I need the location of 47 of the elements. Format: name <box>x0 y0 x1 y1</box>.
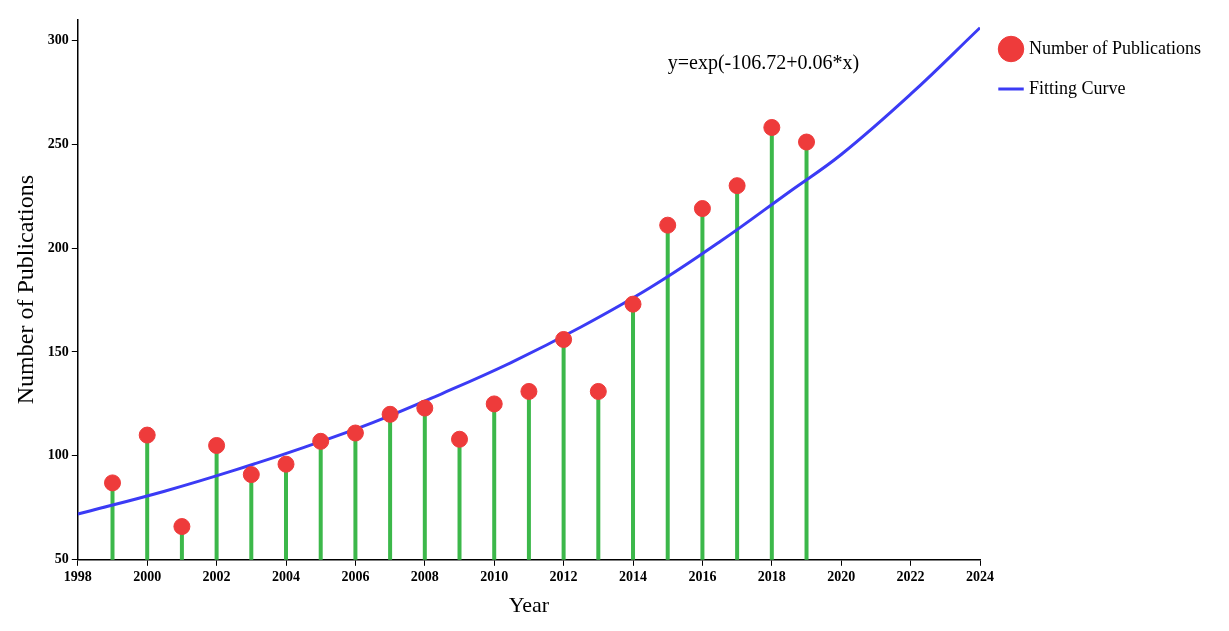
point <box>416 399 434 417</box>
point <box>277 455 295 473</box>
y-tick-label: 300 <box>47 31 69 47</box>
point <box>381 405 399 423</box>
point <box>104 474 121 492</box>
y-tick-label: 50 <box>54 551 69 567</box>
point <box>451 430 469 448</box>
x-tick-label: 2024 <box>966 568 995 584</box>
x-axis-title: Year <box>508 591 550 617</box>
x-tick-label: 2010 <box>480 568 509 584</box>
x-tick-label: 2002 <box>202 568 231 584</box>
point <box>589 382 607 400</box>
point <box>242 466 260 484</box>
annotation: y=exp(-106.72+0.06*x) <box>667 51 860 75</box>
point <box>659 216 677 234</box>
point <box>798 133 816 151</box>
point <box>173 518 191 536</box>
x-tick-label: 2006 <box>341 568 370 584</box>
x-tick-label: 2020 <box>827 568 856 584</box>
x-tick-label: 2018 <box>757 568 786 584</box>
point <box>520 382 538 400</box>
x-tick-label: 2016 <box>688 568 717 584</box>
x-tick-label: 2022 <box>896 568 925 584</box>
y-tick-label: 150 <box>47 343 69 359</box>
point <box>728 177 746 195</box>
point <box>624 295 642 313</box>
y-tick-label: 200 <box>47 239 69 255</box>
point <box>763 118 781 136</box>
point <box>346 424 364 442</box>
y-tick-label: 100 <box>47 447 69 463</box>
point <box>693 200 711 218</box>
y-tick-label: 250 <box>47 135 69 151</box>
x-tick-label: 2008 <box>410 568 439 584</box>
legend-label: Fitting Curve <box>1029 77 1126 98</box>
x-tick-label: 2000 <box>133 568 162 584</box>
x-tick-label: 2012 <box>549 568 578 584</box>
point <box>555 330 573 348</box>
point <box>208 436 226 454</box>
x-tick-label: 2004 <box>272 568 301 584</box>
y-axis-title: Number of Publications <box>11 174 38 405</box>
x-tick-label: 2014 <box>619 568 648 584</box>
line-series <box>77 26 981 516</box>
point <box>312 432 330 450</box>
point <box>138 426 156 444</box>
point <box>485 395 503 413</box>
x-tick-label: 1998 <box>63 568 92 584</box>
legend-label: Number of Publications <box>1029 37 1202 58</box>
